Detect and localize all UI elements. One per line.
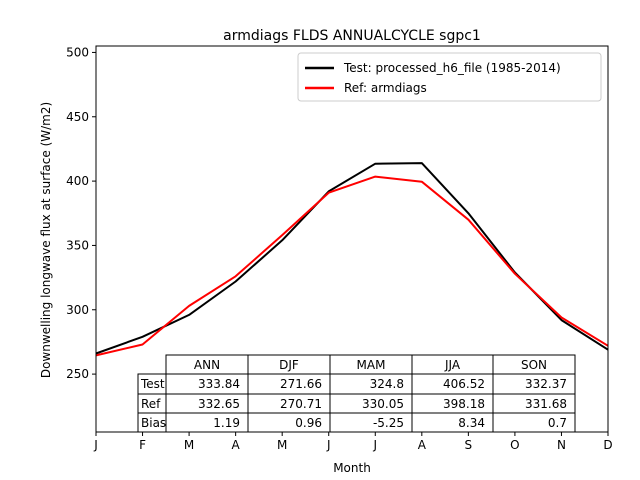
table-header-label: DJF — [279, 358, 299, 372]
table-cell-value: -5.25 — [373, 416, 404, 430]
table-cell-value: 333.84 — [198, 377, 240, 391]
table-cell-value: 1.19 — [213, 416, 240, 430]
y-tick-label: 350 — [66, 238, 89, 252]
table-cell-value: 330.05 — [362, 397, 404, 411]
x-axis-label: Month — [333, 461, 371, 475]
table-cell-value: 8.34 — [458, 416, 485, 430]
x-tick-label: A — [418, 438, 427, 452]
x-tick-label: M — [277, 438, 287, 452]
table-cell-value: 271.66 — [280, 377, 322, 391]
table-header-label: MAM — [357, 358, 386, 372]
x-tick-label: J — [372, 438, 377, 452]
y-axis-ticks: 250 300 350 400 450 500 — [66, 45, 96, 381]
table-cell-value: 331.68 — [525, 397, 567, 411]
plot-lines — [95, 162, 609, 357]
table-cell-value: 332.65 — [198, 397, 240, 411]
x-tick-label: A — [232, 438, 241, 452]
table-row-label: Test — [140, 377, 165, 391]
legend: Test: processed_h6_file (1985-2014) Ref: … — [297, 52, 602, 102]
y-tick-label: 400 — [66, 174, 89, 188]
y-tick-label: 450 — [66, 110, 89, 124]
table-cell-value: 398.18 — [443, 397, 485, 411]
table-row-label: Bias — [141, 416, 166, 430]
legend-label: Test: processed_h6_file (1985-2014) — [343, 61, 561, 75]
x-tick-label: J — [326, 438, 331, 452]
x-tick-label: S — [465, 438, 473, 452]
legend-label: Ref: armdiags — [344, 81, 427, 95]
y-tick-label: 500 — [66, 45, 89, 59]
x-tick-label: J — [93, 438, 98, 452]
x-tick-label: O — [510, 438, 519, 452]
table-cell-value: 406.52 — [443, 377, 485, 391]
y-tick-label: 300 — [66, 303, 89, 317]
table-cell-value: 332.37 — [525, 377, 567, 391]
table-row-label: Ref — [141, 397, 161, 411]
legend-box — [297, 52, 602, 102]
table-header-label: ANN — [194, 358, 220, 372]
series-line-ref — [95, 175, 609, 357]
y-axis-label: Downwelling longwave flux at surface (W/… — [39, 102, 53, 378]
y-tick-label: 250 — [66, 367, 89, 381]
table-cell-value: 324.8 — [370, 377, 404, 391]
x-tick-label: D — [603, 438, 612, 452]
x-tick-label: N — [557, 438, 566, 452]
series-line-test — [95, 162, 609, 355]
table-header-label: JJA — [444, 358, 461, 372]
chart-title: armdiags FLDS ANNUALCYCLE sgpc1 — [223, 28, 481, 44]
plot-frame — [95, 45, 609, 433]
x-tick-label: F — [139, 438, 146, 452]
table-cell-value: 0.96 — [295, 416, 322, 430]
stats-table: ANN DJF MAM JJA SON Test 333.84 271.66 324.8 406.… — [137, 354, 576, 433]
table-cell-value: 0.7 — [548, 416, 567, 430]
table-header-label: SON — [521, 358, 547, 372]
table-cell-value: 270.71 — [280, 397, 322, 411]
x-tick-label: M — [184, 438, 194, 452]
